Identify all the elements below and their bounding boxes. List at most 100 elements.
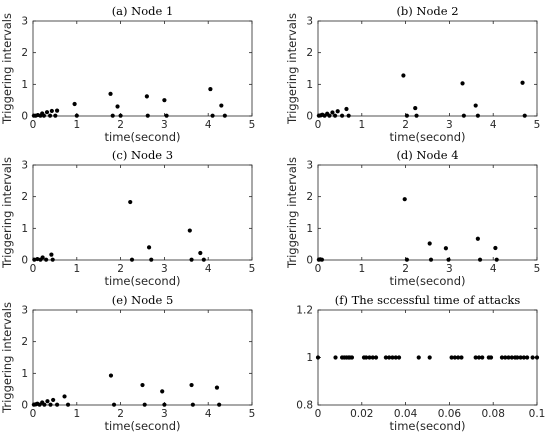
x-tick-label: 4 (205, 263, 212, 275)
x-tick-label: 1 (73, 119, 80, 131)
data-point (452, 355, 457, 360)
data-point (522, 113, 527, 118)
x-axis-label: time(second) (105, 274, 181, 288)
data-point (349, 355, 355, 360)
y-tick-label: 3 (306, 16, 313, 28)
x-tick-label: 4 (490, 263, 497, 275)
data-point (518, 355, 523, 360)
data-point (128, 199, 133, 205)
axes-frame (32, 164, 253, 261)
data-point (393, 355, 398, 360)
data-point (62, 394, 67, 399)
y-tick-label: 2 (306, 47, 313, 59)
x-tick-label: 3 (161, 408, 168, 420)
data-point (390, 355, 395, 360)
data-point (373, 355, 379, 360)
x-tick-label: 3 (161, 119, 168, 131)
data-point (494, 257, 499, 262)
x-tick-label: 0 (315, 408, 322, 420)
x-tick-label: 0.08 (482, 408, 505, 420)
x-tick-label: 2 (402, 119, 409, 131)
data-point (72, 101, 77, 107)
x-tick-label: 0 (315, 263, 322, 275)
data-point (530, 355, 535, 360)
data-point (413, 105, 418, 111)
x-tick-label: 0 (315, 119, 322, 131)
data-point (160, 389, 165, 394)
data-point (129, 257, 135, 262)
x-tick-label: 0.04 (394, 408, 418, 420)
x-tick-label: 3 (446, 263, 453, 275)
data-point (145, 113, 150, 118)
y-tick-label: 2 (21, 336, 28, 348)
x-tick-label: 4 (205, 408, 212, 420)
data-point (346, 113, 351, 118)
y-tick-label: 2 (21, 47, 28, 59)
x-tick-label: 0 (30, 408, 37, 420)
data-point (327, 113, 332, 118)
data-point (493, 245, 498, 251)
y-tick-label: 3 (306, 160, 313, 172)
y-tick-label: 0 (306, 255, 313, 267)
data-point (189, 382, 194, 388)
x-tick-label: 5 (249, 119, 256, 131)
x-tick-label: 3 (446, 119, 453, 131)
data-point (396, 355, 402, 360)
panel-title: (f) The sccessful time of attacks (335, 293, 521, 307)
panel-title: (a) Node 1 (112, 4, 174, 18)
data-point (164, 113, 169, 118)
x-tick-label: 2 (117, 408, 124, 420)
data-point (54, 108, 60, 113)
data-point (189, 257, 194, 262)
data-point (74, 113, 79, 118)
x-axis-label: time(second) (390, 130, 466, 144)
data-point (449, 355, 454, 360)
axes-frame (32, 309, 253, 406)
x-axis-label: time(second) (105, 419, 181, 433)
data-point (51, 397, 56, 403)
data-point (330, 110, 335, 115)
y-tick-label: 1.2 (296, 305, 313, 317)
data-point (140, 382, 145, 388)
data-point (499, 355, 505, 360)
x-tick-label: 5 (534, 119, 541, 131)
x-axis-label: time(second) (105, 130, 181, 144)
axes-frame (32, 20, 253, 117)
x-tick-label: 5 (534, 263, 541, 275)
data-point (319, 257, 325, 262)
x-tick-label: 1 (73, 263, 80, 275)
y-axis-label: Triggering intervals (0, 302, 14, 414)
x-tick-label: 4 (490, 119, 497, 131)
x-tick-label: 0.1 (529, 408, 546, 420)
data-point (41, 113, 47, 118)
data-point (525, 355, 530, 360)
data-point (473, 355, 478, 360)
data-point (475, 113, 480, 118)
data-point (506, 355, 511, 360)
data-point (44, 110, 50, 115)
data-point (108, 373, 114, 378)
y-tick-label: 0.8 (296, 400, 313, 412)
data-point (404, 257, 410, 262)
data-point (473, 103, 478, 108)
data-point (144, 94, 149, 99)
data-point (520, 80, 525, 85)
y-tick-label: 0 (21, 400, 28, 412)
data-point (49, 252, 54, 257)
data-point (534, 355, 540, 360)
y-tick-label: 2 (21, 191, 28, 203)
axes-frame (317, 164, 538, 261)
data-point (48, 402, 53, 407)
data-point (49, 108, 54, 114)
data-point (208, 86, 213, 92)
data-point (40, 255, 45, 260)
subplot-c: (c) Node 30 1 2 3 4 50123time(second)Triggeri… (0, 148, 255, 288)
data-point (198, 250, 203, 256)
subplot-a: (a) Node 10 1 2 3 4 50123time(second)Triggeri… (0, 4, 255, 144)
y-axis-label: Triggering intervals (0, 157, 14, 269)
panel-title: (e) Node 5 (112, 293, 174, 307)
panel-title: (b) Node 2 (396, 4, 458, 18)
x-tick-label: 5 (249, 263, 256, 275)
data-point (190, 402, 195, 407)
